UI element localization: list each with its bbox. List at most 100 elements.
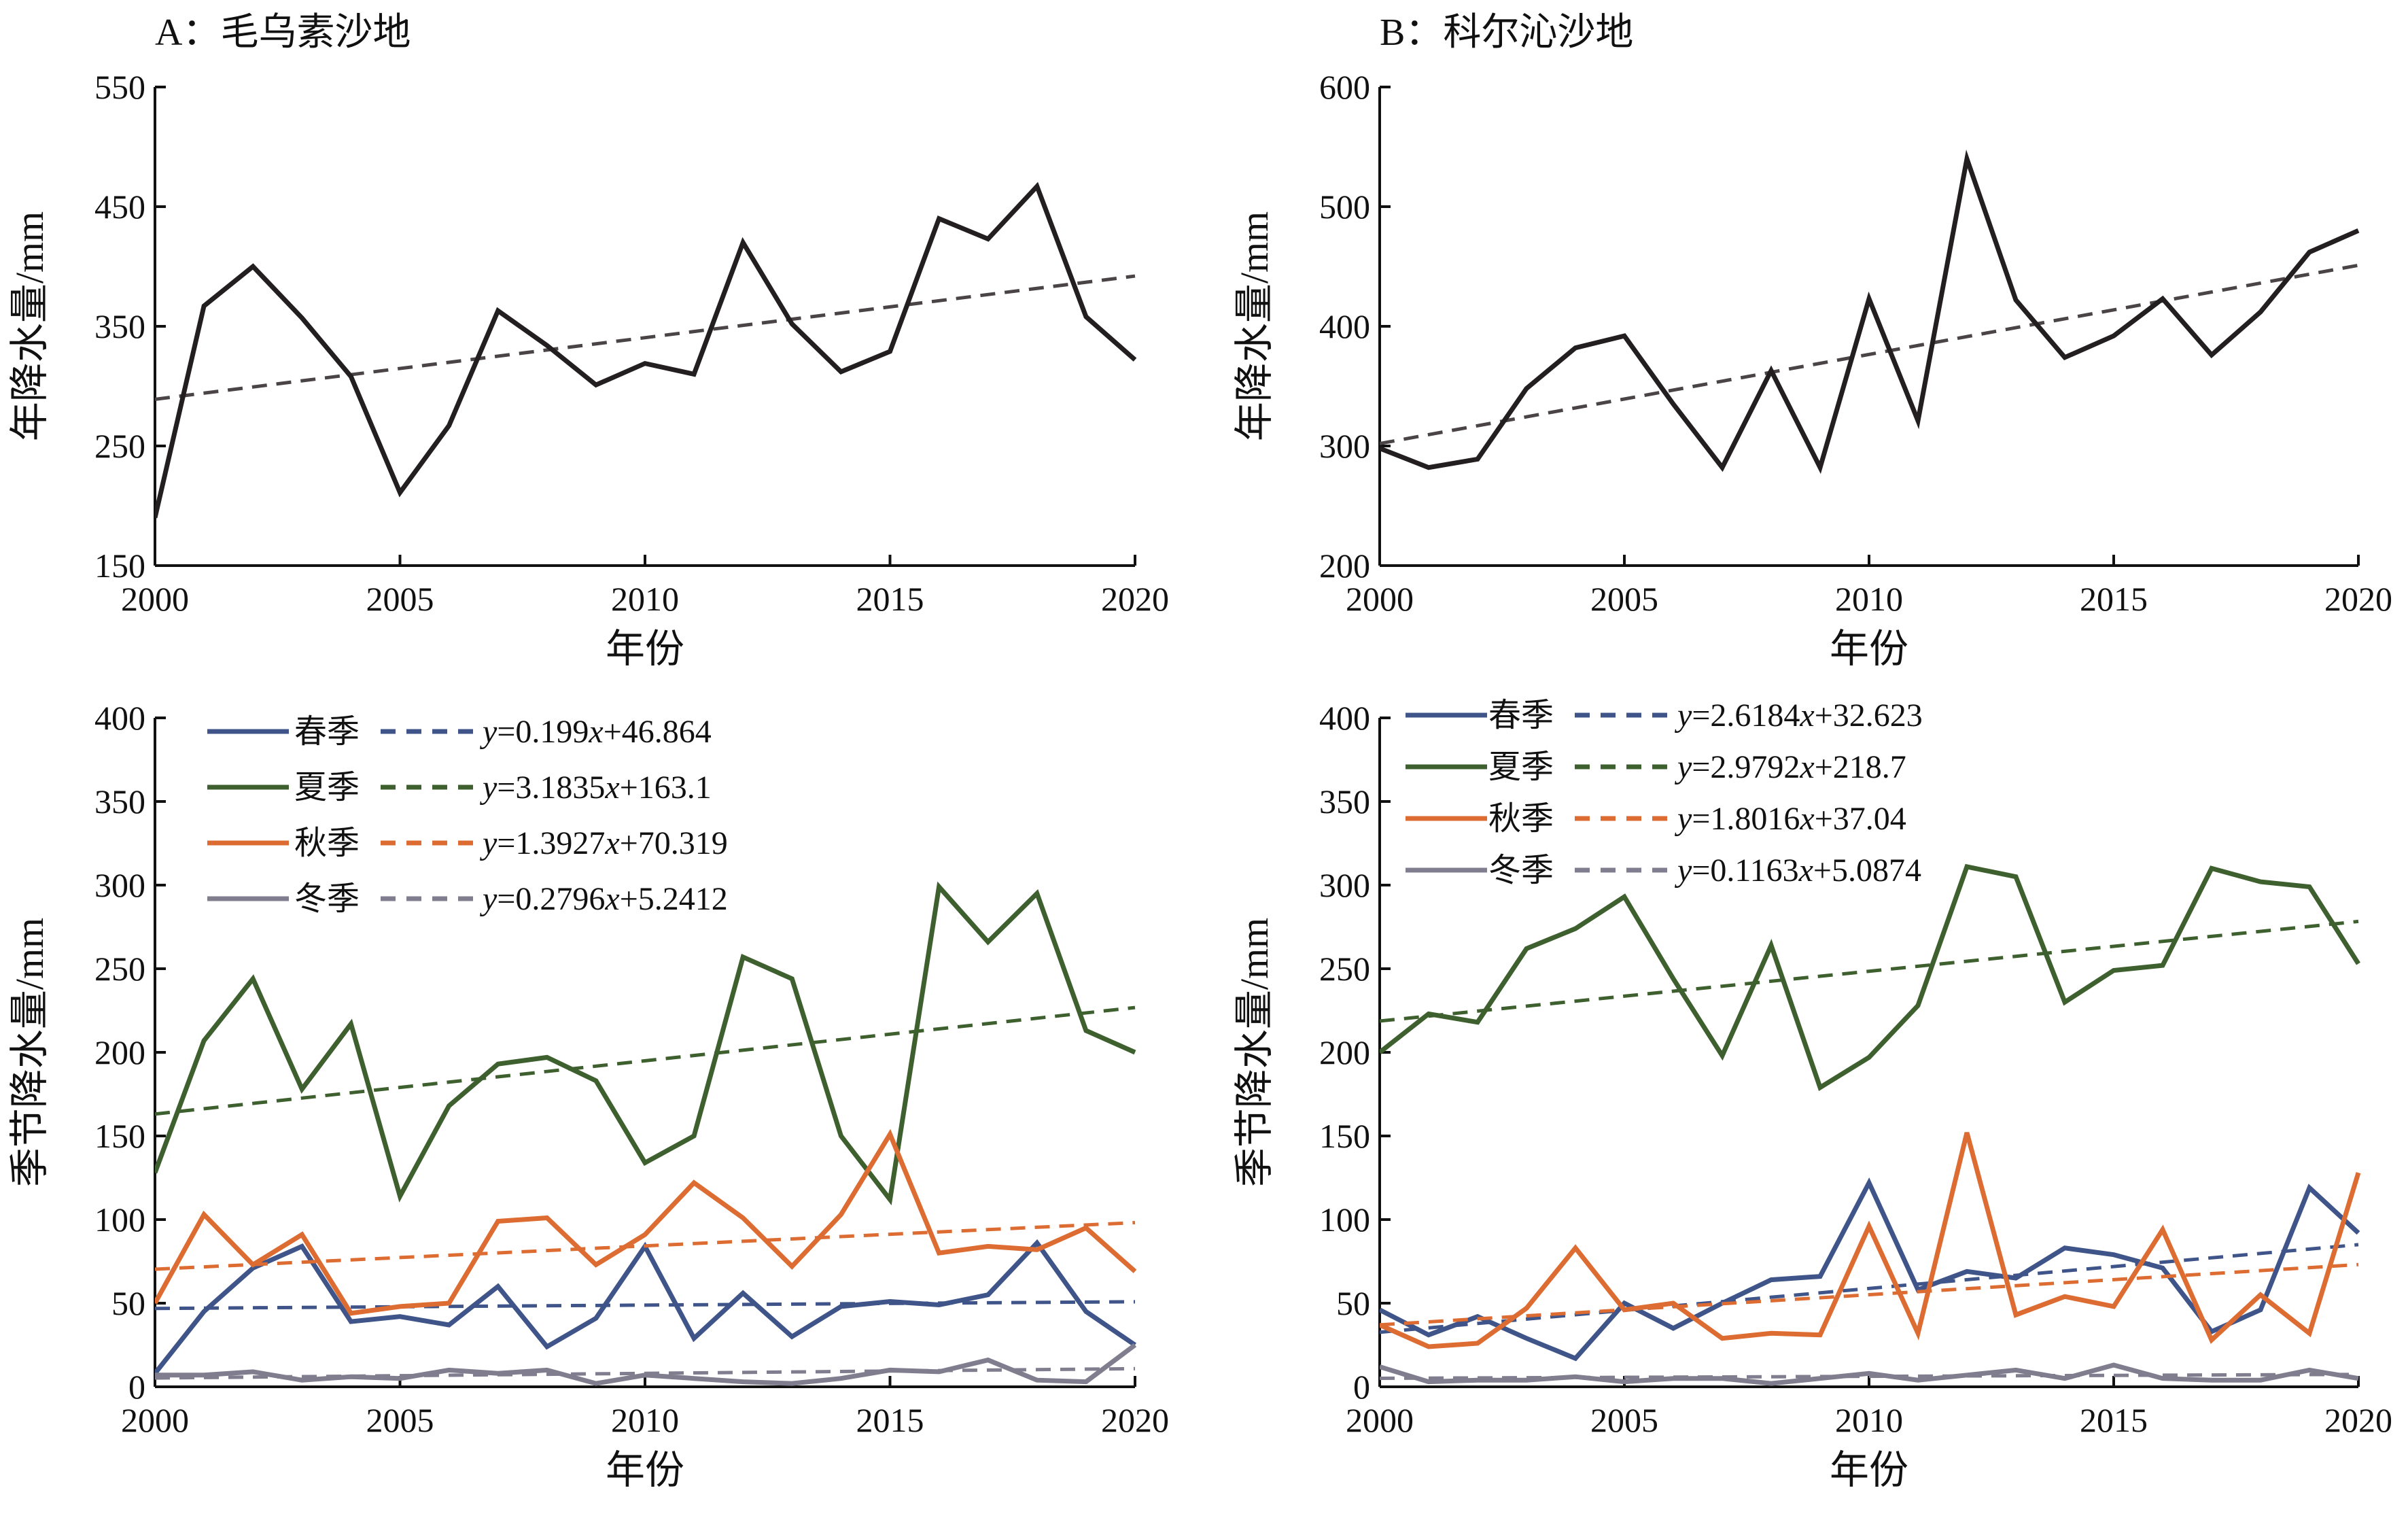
trend-equation: y=1.3927x+70.319 [479, 825, 728, 861]
legend-label: 春季 [294, 714, 360, 750]
chart-panel-A-annual: A：毛乌素沙地 150 250 350 450 550 2000 2005 2010 2015 20… [7, 12, 1169, 671]
legend-label: 春季 [1488, 697, 1554, 734]
chart-panel-A-seasonal: 0 50 100 150 200 250 300 350 400 2000 2005 2010 2015… [7, 699, 1169, 1492]
trend-line [155, 274, 1136, 401]
y-tick-label: 400 [1319, 307, 1370, 345]
y-tick-label: 450 [94, 188, 145, 226]
x-tick-label: 2015 [2080, 1401, 2148, 1439]
x-tick-label: 2000 [121, 1401, 189, 1439]
plot-area [1380, 863, 2361, 1386]
y-tick-label: 250 [94, 950, 145, 988]
y-tick-label: 600 [1319, 68, 1370, 106]
y-tick-label: 200 [1319, 1033, 1370, 1071]
x-tick-label: 2005 [366, 580, 434, 618]
legend-label: 夏季 [294, 770, 360, 806]
y-tick-label: 200 [1319, 547, 1370, 585]
trend-line-summer [1380, 919, 2359, 1023]
y-tick-label: 300 [94, 866, 145, 904]
x-tick-label: 2010 [1835, 1401, 1903, 1439]
trend-equation: y=0.1163x+5.0874 [1674, 852, 1921, 889]
x-axis-title: 年份 [1830, 1448, 1908, 1492]
trend-line-winter [1380, 1373, 2359, 1380]
series-line-winter [1380, 1362, 2359, 1386]
y-axis-title: 年降水量/mm [1232, 211, 1276, 441]
legend-label: 冬季 [1488, 852, 1554, 889]
trend-line-winter [155, 1366, 1136, 1380]
y-tick-label: 50 [111, 1284, 145, 1322]
trend-equation: y=2.9792x+218.7 [1674, 749, 1906, 785]
chart-panel-B-seasonal: 0 50 100 150 200 250 300 350 400 2000 2005 2010 2015… [1232, 697, 2392, 1492]
trend-equation: y=2.6184x+32.623 [1674, 697, 1923, 734]
y-tick-label: 200 [94, 1033, 145, 1071]
plot-area [155, 881, 1137, 1386]
legend: 春季 y=2.6184x+32.623 夏季 y=2.9792x+218.7 秋季 y=1… [1406, 697, 1923, 889]
trend-equation: y=0.199x+46.864 [479, 714, 712, 750]
y-tick-label: 550 [94, 68, 145, 106]
trend-line-summer [155, 1005, 1136, 1116]
y-tick-label: 250 [94, 427, 145, 465]
y-tick-label: 300 [1319, 427, 1370, 465]
plot-area [155, 182, 1137, 519]
x-tick-label: 2000 [1346, 580, 1414, 618]
y-axis-title: 季节降水量/mm [7, 918, 52, 1187]
x-tick-label: 2010 [611, 1401, 679, 1439]
y-tick-label: 250 [1319, 950, 1370, 988]
y-tick-label: 400 [94, 699, 145, 737]
y-axis-title: 季节降水量/mm [1232, 918, 1276, 1187]
series-line-annual [155, 182, 1137, 519]
series-line-autumn [1380, 1132, 2361, 1349]
y-tick-label: 150 [1319, 1117, 1370, 1155]
series-line-autumn [155, 1128, 1137, 1316]
legend-label: 秋季 [1488, 801, 1554, 837]
y-tick-label: 400 [1319, 699, 1370, 737]
legend-label: 夏季 [1488, 749, 1554, 785]
y-tick-label: 500 [1319, 188, 1370, 226]
y-tick-label: 300 [1319, 866, 1370, 904]
x-axis-title: 年份 [606, 627, 684, 671]
trend-equation: y=3.1835x+163.1 [479, 770, 712, 806]
y-tick-label: 150 [94, 547, 145, 585]
x-tick-label: 2015 [856, 1401, 924, 1439]
panel-title: A：毛乌素沙地 [155, 12, 411, 54]
y-tick-label: 0 [1353, 1368, 1370, 1406]
y-tick-label: 350 [94, 782, 145, 821]
y-tick-label: 100 [94, 1201, 145, 1239]
trend-equation: y=1.8016x+37.04 [1674, 801, 1906, 837]
legend-label: 冬季 [294, 881, 360, 917]
legend: 春季 y=0.199x+46.864 夏季 y=3.1835x+163.1 秋季 y=1.… [207, 714, 728, 917]
x-tick-label: 2010 [1835, 580, 1903, 618]
x-tick-label: 2020 [2324, 1401, 2392, 1439]
series-line-spring [1380, 1177, 2360, 1362]
trend-line-autumn [155, 1220, 1136, 1271]
x-tick-label: 2000 [1346, 1401, 1414, 1439]
y-tick-label: 0 [128, 1368, 145, 1406]
x-tick-label: 2015 [2080, 580, 2148, 618]
plot-area [1380, 149, 2360, 475]
x-axis-title: 年份 [1830, 627, 1908, 671]
trend-line-spring [1380, 1243, 2359, 1334]
panel-title: B：科尔沁沙地 [1380, 12, 1633, 54]
series-line-summer [1380, 863, 2360, 1091]
x-tick-label: 2005 [1590, 580, 1658, 618]
x-tick-label: 2005 [366, 1401, 434, 1439]
x-tick-label: 2010 [611, 580, 679, 618]
series-line-winter [155, 1343, 1137, 1386]
x-tick-label: 2000 [121, 580, 189, 618]
y-tick-label: 100 [1319, 1201, 1370, 1239]
y-tick-label: 350 [94, 307, 145, 345]
y-tick-label: 350 [1319, 782, 1370, 821]
x-tick-label: 2020 [1101, 1401, 1169, 1439]
x-tick-label: 2015 [856, 580, 924, 618]
chart-panel-B-annual: B：科尔沁沙地 200 300 400 500 600 2000 2005 2010 2015 20… [1232, 12, 2392, 671]
x-axis-title: 年份 [606, 1448, 684, 1492]
trend-line-autumn [1380, 1262, 2359, 1327]
trend-line-spring [155, 1300, 1136, 1311]
series-line-annual [1380, 149, 2360, 475]
series-line-summer [155, 881, 1136, 1206]
y-tick-label: 150 [94, 1117, 145, 1155]
trend-equation: y=0.2796x+5.2412 [479, 881, 728, 917]
x-tick-label: 2020 [2324, 580, 2392, 618]
x-tick-label: 2020 [1101, 580, 1169, 618]
y-axis-title: 年降水量/mm [7, 211, 52, 441]
